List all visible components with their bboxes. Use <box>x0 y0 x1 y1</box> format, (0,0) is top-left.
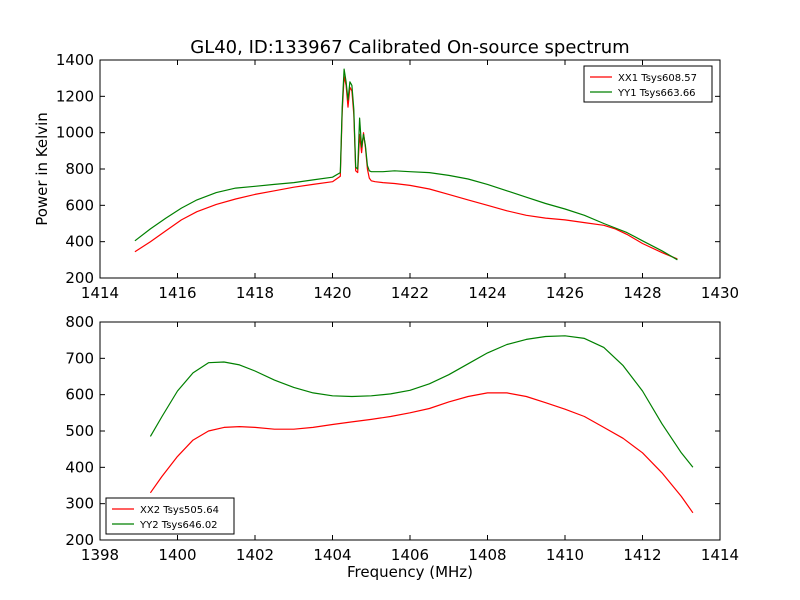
bottom-panel: 1398 1400 1402 1404 1406 1408 1410 1412 1414 200 3… <box>65 313 739 581</box>
x-tick-label: 1414 <box>701 546 739 564</box>
x-tick-label: 1416 <box>158 284 196 302</box>
y-tick-label: 500 <box>65 422 94 440</box>
x-tick-label: 1426 <box>546 284 584 302</box>
y-axis-label: Power in Kelvin <box>33 112 51 226</box>
y-tick-label: 1000 <box>56 124 94 142</box>
x-tick-label: 1418 <box>236 284 274 302</box>
x-tick-label: 1404 <box>313 546 351 564</box>
legend-label: YY1 Tsys663.66 <box>617 88 696 99</box>
x-tick-label: 1398 <box>81 546 119 564</box>
legend-box <box>105 497 235 535</box>
x-tick-label: 1400 <box>158 546 196 564</box>
figure-title: GL40, ID:133967 Calibrated On-source spe… <box>190 37 629 58</box>
y-tick-label: 300 <box>65 495 94 513</box>
x-axis-label: Frequency (MHz) <box>347 563 473 581</box>
x-tick-label: 1408 <box>468 546 506 564</box>
y-tick-label: 600 <box>65 386 94 404</box>
series-line-1 <box>149 335 694 468</box>
x-tick-label: 1410 <box>546 546 584 564</box>
x-tick-label: 1406 <box>391 546 429 564</box>
legend: XX2 Tsys505.64 YY2 Tsys646.02 <box>105 497 235 535</box>
x-tick-label: 1430 <box>701 284 739 302</box>
y-tick-label: 200 <box>65 531 94 549</box>
x-tick-label: 1428 <box>623 284 661 302</box>
y-tick-label: 1200 <box>56 87 94 105</box>
series-line-0 <box>149 392 694 514</box>
x-tick-label: 1414 <box>81 284 119 302</box>
x-tick-label: 1420 <box>313 284 351 302</box>
y-tick-label: 400 <box>65 233 94 251</box>
x-tick-label: 1422 <box>391 284 429 302</box>
top-panel: 1414 1416 1418 1420 1422 1424 1426 1428 1430 200 4… <box>33 51 739 302</box>
series-line-1 <box>134 68 678 261</box>
y-tick-label: 400 <box>65 458 94 476</box>
x-tick-label: 1402 <box>236 546 274 564</box>
legend-label: YY2 Tsys646.02 <box>139 520 218 531</box>
x-tick-label: 1424 <box>468 284 506 302</box>
legend-label: XX2 Tsys505.64 <box>140 505 219 516</box>
legend: XX1 Tsys608.57 YY1 Tsys663.66 <box>583 65 713 103</box>
y-tick-label: 200 <box>65 269 94 287</box>
y-tick-label: 800 <box>65 313 94 331</box>
legend-label: XX1 Tsys608.57 <box>618 73 697 84</box>
y-tick-label: 700 <box>65 349 94 367</box>
x-tick-label: 1412 <box>623 546 661 564</box>
y-tick-label: 800 <box>65 160 94 178</box>
legend-box <box>583 65 713 103</box>
y-tick-label: 1400 <box>56 51 94 69</box>
y-tick-label: 600 <box>65 196 94 214</box>
